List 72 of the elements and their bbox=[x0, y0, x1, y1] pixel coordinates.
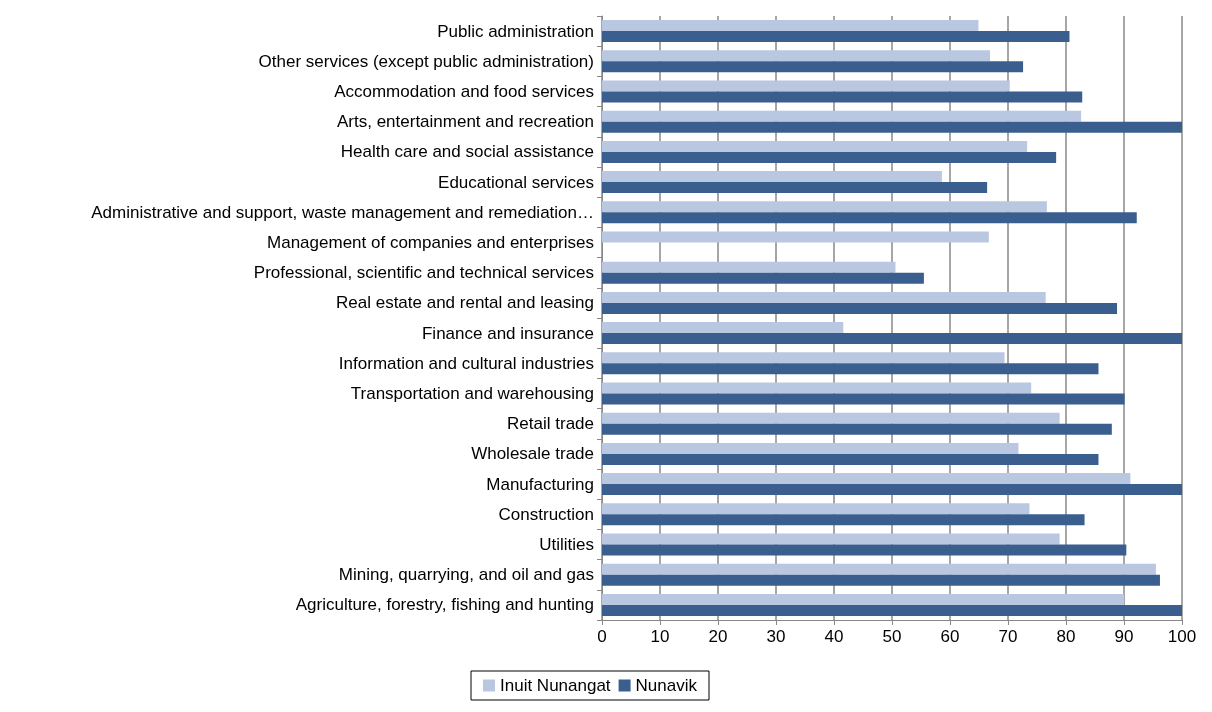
y-tick-label: Real estate and rental and leasing bbox=[335, 293, 594, 313]
bar bbox=[602, 574, 1160, 586]
bar bbox=[602, 352, 1005, 364]
x-tick-label: 0 bbox=[597, 627, 607, 646]
bar bbox=[602, 212, 1137, 224]
x-tick-label: 50 bbox=[882, 627, 902, 646]
bar bbox=[602, 201, 1047, 213]
bar bbox=[602, 50, 991, 62]
y-tick-label: Arts, entertainment and recreation bbox=[336, 112, 594, 132]
legend-label: Nunavik bbox=[635, 676, 698, 695]
x-tick-label: 100 bbox=[1167, 627, 1197, 646]
bar bbox=[602, 31, 1070, 43]
bar bbox=[602, 91, 1083, 103]
bar bbox=[602, 473, 1131, 485]
bar bbox=[602, 110, 1082, 122]
bar bbox=[602, 182, 988, 194]
x-tick-label: 60 bbox=[940, 627, 960, 646]
bar bbox=[602, 231, 989, 243]
y-tick-label: Administrative and support, waste management and remediation… bbox=[91, 202, 594, 222]
bar bbox=[602, 140, 1028, 152]
x-tick-label: 10 bbox=[650, 627, 670, 646]
y-tick-label: Management of companies and enterprises bbox=[267, 233, 594, 252]
bar bbox=[602, 412, 1060, 424]
bar bbox=[602, 604, 1182, 616]
x-tick-label: 80 bbox=[1056, 627, 1076, 646]
bar bbox=[602, 261, 896, 273]
bar bbox=[602, 544, 1127, 556]
bar bbox=[602, 442, 1019, 454]
bar bbox=[602, 533, 1060, 545]
x-tick-label: 40 bbox=[824, 627, 844, 646]
x-tick-label: 90 bbox=[1114, 627, 1134, 646]
y-tick-label: Utilities bbox=[539, 535, 594, 554]
bar bbox=[602, 563, 1156, 575]
y-tick-label: Retail trade bbox=[507, 414, 594, 434]
legend-label: Inuit Nunangat bbox=[500, 676, 611, 695]
x-tick-label: 70 bbox=[998, 627, 1018, 646]
bar bbox=[602, 80, 1010, 92]
bar bbox=[602, 333, 1182, 345]
y-tick-label: Information and cultural industries bbox=[338, 353, 594, 373]
bar bbox=[602, 593, 1124, 605]
y-tick-label: Manufacturing bbox=[486, 474, 594, 494]
bar bbox=[602, 291, 1046, 303]
bar bbox=[602, 393, 1125, 405]
bar bbox=[602, 302, 1118, 314]
y-tick-label: Finance and insurance bbox=[421, 323, 594, 343]
bar bbox=[602, 453, 1099, 465]
bar bbox=[602, 484, 1182, 496]
y-tick-label: Professional, scientific and technical services bbox=[253, 263, 594, 283]
x-tick-label: 30 bbox=[766, 627, 786, 646]
y-tick-label: Construction bbox=[498, 504, 594, 524]
bar bbox=[602, 61, 1024, 73]
x-tick-label: 20 bbox=[708, 627, 728, 646]
bar bbox=[602, 423, 1112, 435]
y-tick-label: Agriculture, forestry, fishing and hunting bbox=[295, 595, 594, 615]
bar bbox=[602, 151, 1057, 163]
y-tick-label: Wholesale trade bbox=[471, 444, 594, 464]
y-tick-label: Mining, quarrying, and oil and gas bbox=[338, 565, 594, 585]
bar bbox=[602, 382, 1032, 394]
bar bbox=[602, 514, 1085, 526]
bar bbox=[602, 363, 1099, 375]
y-tick-label: Transportation and warehousing bbox=[350, 384, 594, 403]
y-tick-label: Health care and social assistance bbox=[340, 142, 594, 162]
bar bbox=[602, 272, 924, 284]
y-tick-label: Public administration bbox=[437, 21, 594, 41]
bar bbox=[602, 20, 979, 32]
y-tick-label: Educational services bbox=[438, 172, 594, 192]
y-tick-label: Accommodation and food services bbox=[334, 82, 594, 101]
y-tick-label: Other services (except public administration) bbox=[258, 51, 594, 71]
bar bbox=[602, 503, 1030, 515]
bar bbox=[602, 322, 844, 334]
bar bbox=[602, 171, 942, 183]
bar bbox=[602, 121, 1182, 133]
